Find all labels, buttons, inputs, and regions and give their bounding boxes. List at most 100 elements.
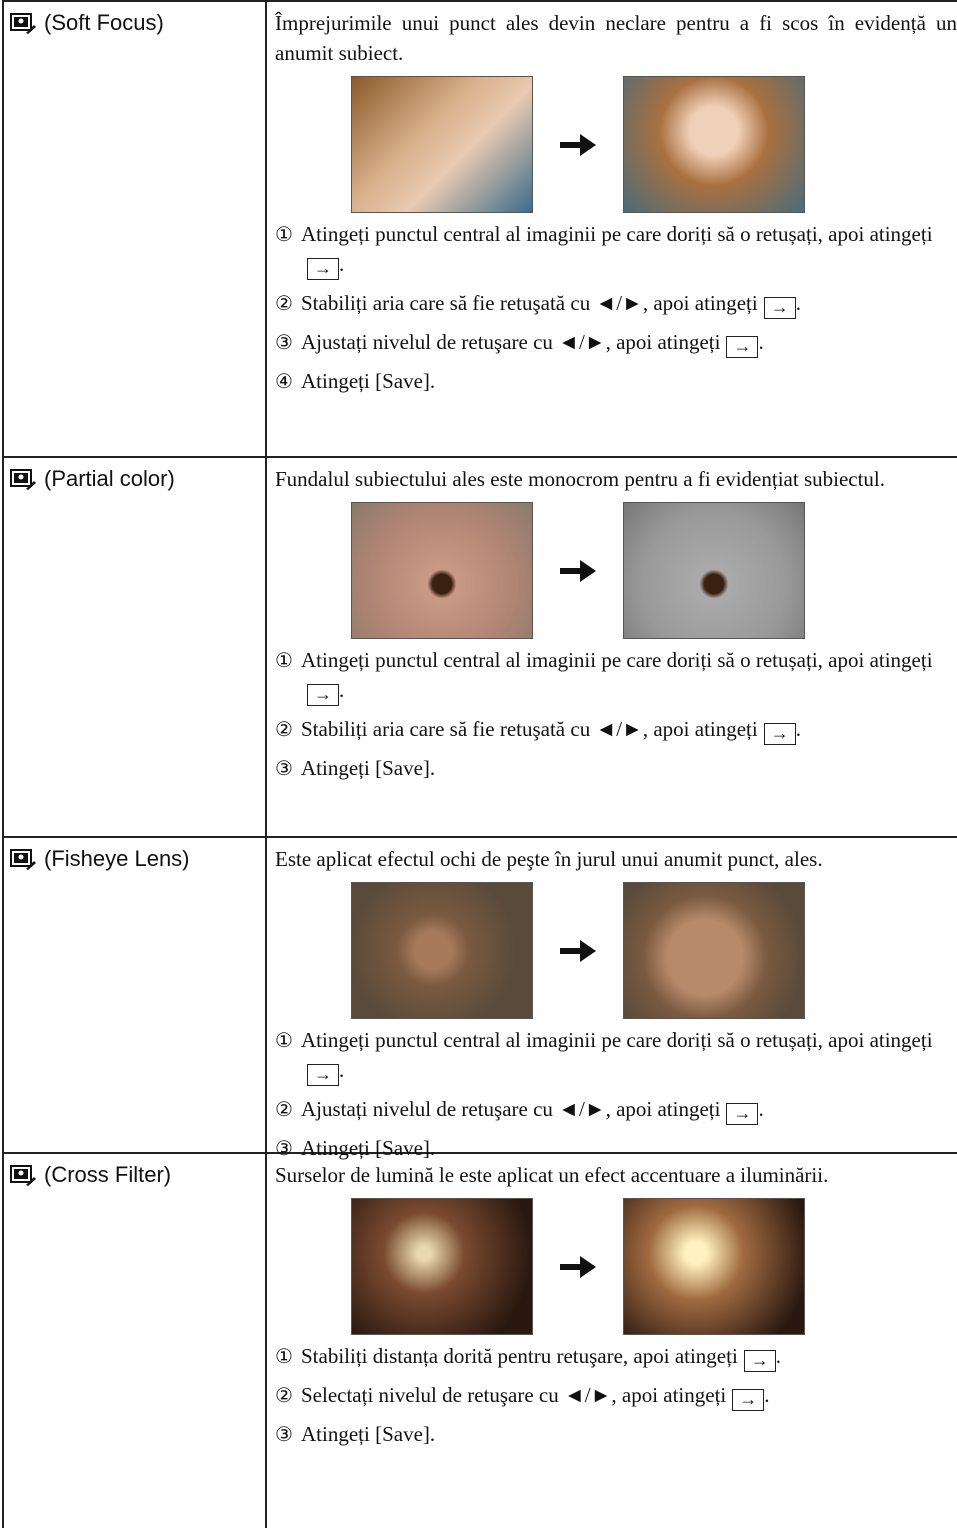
step-text-box: Atingeți [Save]. [301,366,435,396]
step: ③ Atingeți [Save]. [275,753,957,783]
step-text-box: Ajustați nivelul de retuşare cu ◄/►, apo… [301,327,764,358]
label-cell: (Cross Filter) [4,1154,267,1528]
step-number: ③ [275,330,293,354]
description: Este aplicat efectul ochi de peşte în ju… [275,847,823,871]
row: (Partial color) Fundalul subiectului ales… [4,458,957,838]
step-text: Stabiliți distanța dorită pentru retuşar… [301,1344,738,1368]
step-number: ② [275,1097,293,1121]
arrow-box [533,936,623,966]
step: ③ Ajustați nivelul de retuşare cu ◄/►, ap… [275,327,957,358]
step: ② Stabiliți aria care să fie retuşată cu … [275,714,957,745]
before-image [351,1198,533,1335]
example-images [351,502,957,639]
arrow-box [533,1252,623,1282]
arrow [560,559,596,582]
step: ① Atingeți punctul central al imaginii pe… [275,645,957,706]
step-end: . [795,717,801,741]
step-end: . [795,291,801,315]
step-end: . [339,678,345,702]
row: (Soft Focus) Împrejurimile unui punct ale… [4,2,957,458]
step-number: ① [275,1028,293,1052]
step-text: Atingeți [Save]. [301,1422,436,1446]
content-cell: Surselor de lumină le este aplicat un ef… [267,1154,957,1528]
step-number: ① [275,1344,293,1368]
content-cell: Fundalul subiectului ales este monocrom … [267,458,957,836]
before-image [351,502,533,639]
description: Împrejurimile unui punct ales devin necl… [275,11,957,65]
next-button: → [726,1103,759,1125]
next-button: → [726,336,759,358]
next-button: → [763,723,796,745]
mode-label: (Partial color) [44,466,175,491]
step-number: ② [275,717,293,741]
mode-icon [10,469,36,490]
step-text: Atingeți punctul central al imaginii pe … [301,1028,933,1052]
step: ② Ajustați nivelul de retuşare cu ◄/►, ap… [275,1094,957,1125]
step-number: ③ [275,756,293,780]
step-text-box: Stabiliți distanța dorită pentru retuşar… [301,1341,781,1372]
step-text: Selectați nivelul de retuşare cu ◄/►, ap… [301,1383,727,1407]
step: ④ Atingeți [Save]. [275,366,957,396]
next-button: → [743,1350,776,1372]
next-button: → [307,684,339,706]
before-image [351,882,533,1019]
mode-label: (Soft Focus) [44,10,164,35]
step-text-box: Stabiliți aria care să fie retuşată cu ◄… [301,288,801,319]
after-image [623,76,805,213]
step-text: Stabiliți aria care să fie retuşată cu ◄… [301,717,758,741]
step-text-box: Atingeți punctul central al imaginii pe … [301,1025,957,1086]
mode-icon [10,849,36,870]
step: ② Stabiliți aria care să fie retuşată cu … [275,288,957,319]
content-cell: Este aplicat efectul ochi de peşte în ju… [267,838,957,1160]
step-text-box: Ajustați nivelul de retuşare cu ◄/►, apo… [301,1094,764,1125]
mode-label: (Fisheye Lens) [44,846,190,871]
content-cell: Împrejurimile unui punct ales devin necl… [267,2,957,456]
step-text-box: Stabiliți aria care să fie retuşată cu ◄… [301,714,801,745]
description: Fundalul subiectului ales este monocrom … [275,467,886,491]
row: (Fisheye Lens) Este aplicat efectul ochi … [4,838,957,1160]
after-image [623,1198,805,1335]
arrow-box [533,556,623,586]
step-text-box: Atingeți punctul central al imaginii pe … [301,219,957,280]
step-text: Atingeți [Save]. [301,1136,436,1160]
step-text: Atingeți punctul central al imaginii pe … [301,648,933,672]
step-end: . [764,1383,770,1407]
step-end: . [775,1344,782,1368]
step-text: Ajustați nivelul de retuşare cu ◄/►, apo… [301,1097,721,1121]
before-image [351,76,533,213]
example-images [351,76,957,213]
step-number: ③ [275,1422,293,1446]
arrow [560,939,596,962]
step-end: . [758,1097,764,1121]
step: ② Selectați nivelul de retuşare cu ◄/►, a… [275,1380,957,1411]
label-cell: (Partial color) [4,458,267,836]
step-text-box: Atingeți [Save]. [301,1133,435,1163]
arrow-box [533,130,623,160]
example-images [351,1198,957,1335]
arrow [560,1255,596,1278]
step-text: Stabiliți aria care să fie retuşată cu ◄… [301,291,758,315]
next-button: → [307,1064,339,1086]
step-end: . [339,252,345,276]
step-number: ③ [275,1136,293,1160]
step: ① Atingeți punctul central al imaginii pe… [275,1025,957,1086]
step-end: . [758,330,764,354]
step-text: Atingeți [Save]. [301,756,436,780]
step-number: ① [275,648,293,672]
example-images [351,882,957,1019]
row: (Cross Filter) Surselor de lumină le este… [4,1154,957,1528]
step: ① Atingeți punctul central al imaginii pe… [275,219,957,280]
description: Surselor de lumină le este aplicat un ef… [275,1163,829,1187]
after-image [623,882,805,1019]
step-text-box: Atingeți punctul central al imaginii pe … [301,645,957,706]
step-text-box: Selectați nivelul de retuşare cu ◄/►, ap… [301,1380,770,1411]
step: ① Stabiliți distanța dorită pentru retuşa… [275,1341,957,1372]
label-cell: (Fisheye Lens) [4,838,267,1152]
next-button: → [763,297,796,319]
step-number: ① [275,222,293,246]
step-text: Ajustați nivelul de retuşare cu ◄/►, apo… [301,330,721,354]
step-number: ② [275,291,293,315]
step-text-box: Atingeți [Save]. [301,753,435,783]
